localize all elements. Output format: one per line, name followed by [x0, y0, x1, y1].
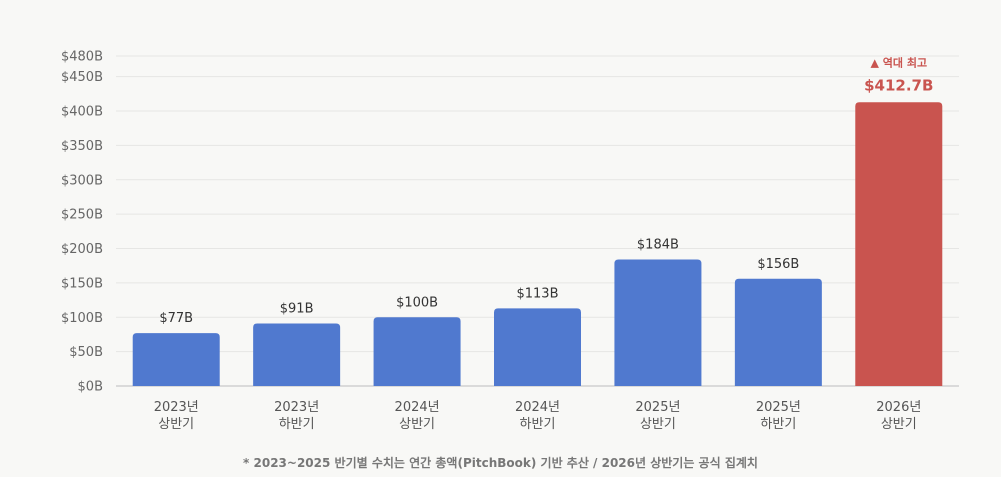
chart-footnote: * 2023~2025 반기별 수치는 연간 총액(PitchBook) 기반 …: [243, 456, 758, 470]
y-tick-label: $150B: [61, 276, 103, 291]
y-tick-label: $100B: [61, 311, 103, 326]
bar-chart: $0B $50B $100B $150B $200B $250B $300B $350B $40…: [61, 50, 959, 432]
data-label: $184B: [637, 238, 679, 253]
x-tick-label: 2026년: [876, 400, 921, 415]
y-tick-label: $250B: [61, 208, 103, 223]
bar: [734, 278, 822, 386]
y-tick-label: $450B: [61, 70, 103, 85]
x-tick-label: 2024년: [515, 400, 560, 415]
x-tick-label: 상반기: [399, 417, 435, 432]
x-tick-label: 하반기: [760, 417, 796, 432]
x-tick-label: 2024년: [395, 400, 440, 415]
record-high-annotation: ▲ 역대 최고: [870, 55, 927, 69]
bar: [373, 317, 461, 386]
bar: [494, 308, 581, 386]
bar: [614, 259, 702, 386]
x-tick-label: 하반기: [279, 417, 315, 432]
x-tick-label: 2025년: [635, 400, 680, 415]
data-label: $77B: [159, 311, 193, 326]
x-tick-label: 상반기: [881, 417, 917, 432]
y-tick-label: $50B: [69, 345, 103, 360]
y-tick-label: $480B: [61, 50, 103, 65]
data-label: $100B: [396, 295, 438, 310]
bar: [132, 333, 220, 386]
x-tick-label: 2023년: [154, 400, 199, 415]
x-tick-label: 상반기: [158, 417, 194, 432]
data-label: $91B: [280, 301, 314, 316]
y-tick-label: $350B: [61, 139, 103, 154]
x-tick-label: 2025년: [756, 400, 801, 415]
x-tick-label: 하반기: [520, 417, 556, 432]
y-tick-label: $0B: [78, 380, 103, 395]
data-label: $113B: [516, 286, 558, 301]
data-label-highlight: $412.7B: [864, 76, 933, 94]
y-tick-label: $300B: [61, 173, 103, 188]
x-tick-label: 2023년: [274, 400, 319, 415]
bar-highlight: [855, 102, 943, 387]
y-tick-label: $200B: [61, 242, 103, 257]
y-tick-label: $400B: [61, 105, 103, 120]
x-tick-label: 상반기: [640, 417, 676, 432]
data-label: $156B: [757, 257, 799, 272]
bar: [253, 323, 341, 386]
